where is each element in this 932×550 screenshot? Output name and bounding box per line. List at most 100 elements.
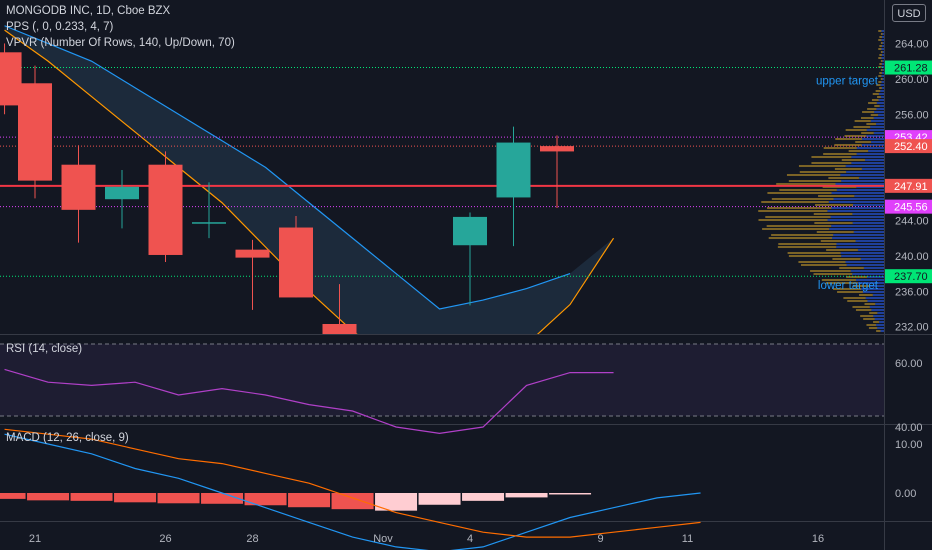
volume-profile-bar-up bbox=[880, 90, 884, 92]
volume-profile-bar-up bbox=[833, 198, 884, 200]
volume-profile-bar-down bbox=[778, 243, 837, 245]
macd-histogram-bar bbox=[114, 493, 157, 503]
volume-profile-bar-up bbox=[845, 165, 884, 167]
volume-profile-bar-up bbox=[855, 240, 884, 242]
volume-profile-bar-down bbox=[868, 102, 877, 104]
candle-body bbox=[453, 216, 487, 246]
volume-profile-bar-up bbox=[850, 270, 884, 272]
time-axis-label: 28 bbox=[246, 533, 258, 545]
volume-profile-bar-up bbox=[876, 102, 884, 104]
volume-profile-bar-up bbox=[827, 219, 884, 221]
vpvr-indicator-label[interactable]: VPVR (Number Of Rows, 140, Up/Down, 70) bbox=[6, 37, 235, 49]
volume-profile-bar-down bbox=[878, 30, 882, 32]
volume-profile-bar-up bbox=[865, 297, 884, 299]
volume-profile-bar-up bbox=[854, 195, 884, 197]
volume-profile-bar-down bbox=[771, 234, 834, 236]
volume-profile-bar-up bbox=[882, 33, 884, 35]
volume-profile-bar-down bbox=[758, 210, 828, 212]
volume-profile-bar-up bbox=[836, 189, 884, 191]
volume-profile-bar-up bbox=[862, 291, 884, 293]
volume-profile-bar-down bbox=[788, 255, 842, 257]
volume-profile-bar-down bbox=[855, 141, 872, 143]
volume-profile-bar-up bbox=[881, 54, 884, 56]
volume-profile-bar-up bbox=[874, 318, 884, 320]
price-badge-text: 237.70 bbox=[894, 271, 928, 283]
volume-profile-bar-up bbox=[878, 114, 884, 116]
rsi-band-fill bbox=[0, 344, 884, 416]
volume-profile-bar-up bbox=[881, 36, 884, 38]
macd-histogram-bar bbox=[157, 493, 200, 504]
volume-profile-bar-up bbox=[870, 126, 884, 128]
volume-profile-bar-down bbox=[859, 294, 873, 296]
volume-profile-bar-down bbox=[863, 318, 875, 320]
volume-profile-bar-down bbox=[878, 39, 882, 41]
volume-profile-bar-down bbox=[825, 282, 858, 284]
volume-profile-bar-up bbox=[857, 282, 884, 284]
volume-profile-bar-down bbox=[832, 258, 861, 260]
macd-histogram-bar bbox=[244, 493, 287, 506]
volume-profile-bar-down bbox=[813, 213, 853, 215]
price-badge bbox=[885, 139, 932, 154]
volume-profile-bar-up bbox=[861, 168, 884, 170]
volume-profile-bar-up bbox=[831, 225, 884, 227]
volume-profile-bar-down bbox=[816, 231, 854, 233]
volume-profile-bar-up bbox=[827, 210, 884, 212]
price-badge bbox=[885, 269, 932, 284]
volume-profile-bar-down bbox=[875, 90, 881, 92]
volume-profile-bar-up bbox=[862, 138, 884, 140]
macd-tick-label: 10.00 bbox=[895, 439, 923, 451]
volume-profile-bar-down bbox=[880, 78, 883, 80]
macd-indicator-label[interactable]: MACD (12, 26, close, 9) bbox=[6, 432, 129, 444]
volume-profile-bar-down bbox=[787, 252, 841, 254]
macd-tick-label: 0.00 bbox=[895, 488, 916, 500]
candle-body bbox=[322, 323, 357, 334]
volume-profile-bar-up bbox=[841, 180, 884, 182]
volume-profile-bar-up bbox=[846, 264, 884, 266]
volume-profile-bar-up bbox=[876, 324, 884, 326]
volume-profile-bar-up bbox=[841, 255, 884, 257]
volume-profile-bar-up bbox=[856, 279, 884, 281]
volume-profile-bar-up bbox=[867, 300, 884, 302]
volume-profile-bar-up bbox=[877, 312, 884, 314]
price-badge-text: 261.28 bbox=[894, 63, 928, 75]
volume-profile-bar-up bbox=[840, 174, 884, 176]
volume-profile-bar-down bbox=[855, 309, 872, 311]
volume-profile-bar-up bbox=[852, 204, 884, 206]
volume-profile-bar-up bbox=[833, 234, 884, 236]
currency-button[interactable]: USD bbox=[892, 4, 926, 22]
volume-profile-bar-up bbox=[836, 243, 884, 245]
volume-profile-bar-up bbox=[852, 213, 884, 215]
volume-profile-bar-down bbox=[823, 153, 857, 155]
volume-profile-bar-down bbox=[835, 138, 863, 140]
volume-profile-bar-down bbox=[839, 267, 864, 269]
volume-profile-bar-down bbox=[876, 330, 881, 332]
volume-profile-bar-down bbox=[768, 237, 833, 239]
volume-profile-bar-up bbox=[840, 252, 884, 254]
volume-profile-bar-up bbox=[873, 132, 884, 134]
volume-profile-bar-up bbox=[856, 153, 884, 155]
volume-profile-bar-up bbox=[870, 120, 884, 122]
volume-profile-bar-up bbox=[869, 285, 884, 287]
volume-profile-bar-down bbox=[880, 42, 883, 44]
volume-profile-bar-down bbox=[846, 276, 867, 278]
volume-profile-bar-down bbox=[811, 156, 852, 158]
volume-profile-bar-up bbox=[829, 228, 884, 230]
rsi-indicator-label[interactable]: RSI (14, close) bbox=[6, 343, 83, 355]
price-tick-label: 240.00 bbox=[895, 251, 929, 263]
volume-profile-bar-down bbox=[822, 186, 857, 188]
pps-indicator-label[interactable]: PPS (, 0, 0.233, 4, 7) bbox=[6, 21, 114, 33]
volume-profile-bar-down bbox=[879, 54, 882, 56]
volume-profile-bar-down bbox=[811, 162, 852, 164]
target-annotation: upper target bbox=[816, 76, 879, 88]
price-badge-text: 245.56 bbox=[894, 202, 928, 214]
macd-line bbox=[4, 433, 701, 550]
volume-profile-bar-down bbox=[878, 66, 882, 68]
rsi-line bbox=[4, 368, 614, 435]
rsi-tick-label: 40.00 bbox=[895, 422, 923, 434]
volume-profile-bar-up bbox=[830, 216, 884, 218]
macd-histogram-bar bbox=[375, 493, 418, 511]
candle-body bbox=[18, 83, 52, 181]
volume-profile-bar-down bbox=[880, 33, 883, 35]
volume-profile-bar-up bbox=[880, 96, 884, 98]
